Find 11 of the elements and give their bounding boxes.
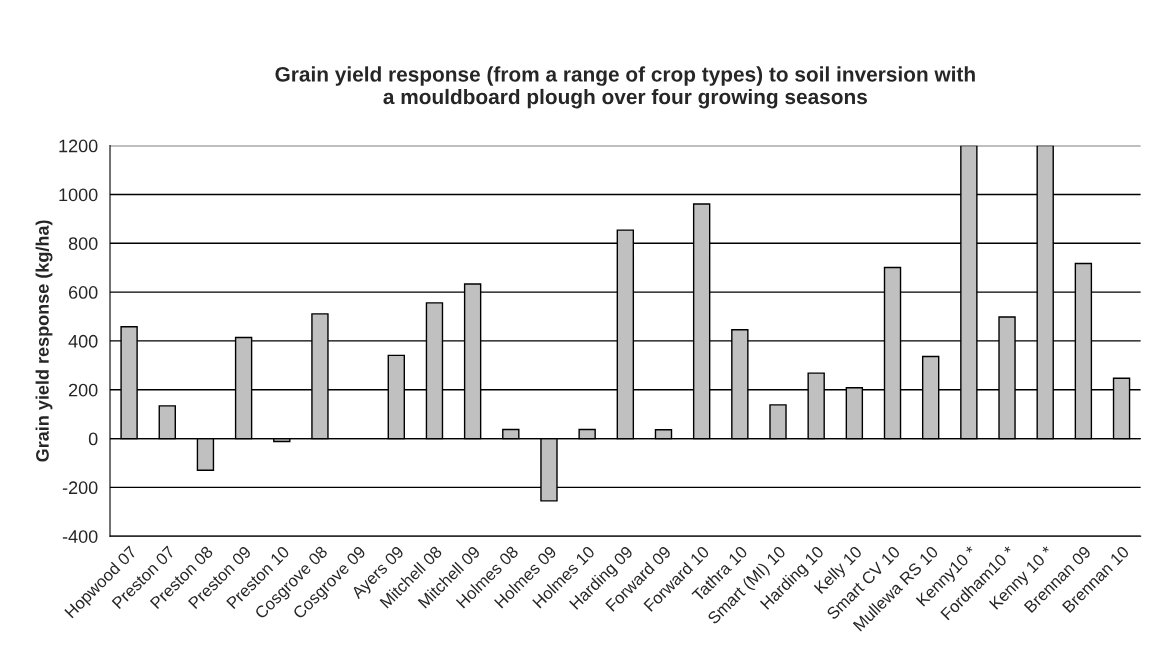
y-tick-label: 600 — [69, 286, 98, 299]
y-tick-label: 400 — [68, 334, 98, 348]
y-tick-label: 800 — [68, 237, 98, 251]
y-axis-title: Grain yield response (kg/ha) — [35, 220, 53, 462]
chart-title: Grain yield response (from a range of crop types) to soil inversion with a mouldboard plough over four growing seasons — [275, 66, 975, 109]
y-tick-label: -400 — [62, 530, 98, 543]
y-tick-label: -200 — [62, 481, 98, 495]
y-tick-label: 0 — [88, 432, 98, 446]
y-tick-label: 200 — [68, 383, 98, 397]
y-tick-label: 1000 — [59, 188, 98, 202]
y-tick-label: 1200 — [59, 139, 98, 153]
